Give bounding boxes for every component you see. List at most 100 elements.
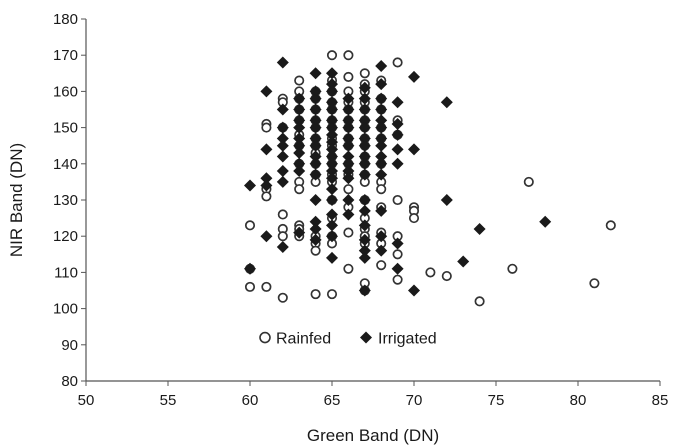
point-irrigated xyxy=(408,284,420,297)
point-rainfed xyxy=(474,296,485,307)
y-axis-ticks: 80 90 100 110 120 130 140 150 160 170 180 xyxy=(53,11,86,390)
point-irrigated xyxy=(309,132,322,145)
legend-marker-irrigated xyxy=(360,331,372,344)
point-irrigated xyxy=(326,172,338,185)
point-irrigated xyxy=(326,136,338,149)
point-irrigated xyxy=(293,92,306,105)
legend-label-irrigated: Irrigated xyxy=(378,331,437,348)
y-tick-label: 100 xyxy=(53,301,78,318)
data-points xyxy=(244,50,616,307)
point-irrigated xyxy=(326,194,338,206)
point-irrigated xyxy=(309,67,322,80)
point-irrigated xyxy=(326,150,338,163)
axes xyxy=(85,19,660,382)
point-rainfed xyxy=(343,184,354,195)
point-irrigated xyxy=(326,67,338,80)
point-irrigated xyxy=(375,168,388,181)
point-irrigated xyxy=(276,165,289,178)
x-tick-label: 70 xyxy=(406,392,423,409)
point-irrigated xyxy=(309,114,322,127)
point-rainfed xyxy=(523,176,534,187)
x-axis-title: Green Band (DN) xyxy=(307,426,439,445)
legend-marker-rainfed xyxy=(259,331,271,344)
point-irrigated xyxy=(293,103,306,116)
point-irrigated xyxy=(326,219,338,232)
point-rainfed xyxy=(359,68,370,79)
point-irrigated xyxy=(358,139,371,152)
point-irrigated xyxy=(309,233,322,246)
point-irrigated xyxy=(309,215,322,228)
point-irrigated xyxy=(391,237,404,250)
point-irrigated xyxy=(309,194,322,206)
point-rainfed xyxy=(310,289,321,300)
point-irrigated xyxy=(309,121,322,134)
point-irrigated xyxy=(326,208,338,221)
point-irrigated xyxy=(342,157,355,170)
point-irrigated xyxy=(358,157,371,170)
point-irrigated xyxy=(260,143,273,156)
point-irrigated xyxy=(342,92,355,105)
point-irrigated xyxy=(276,139,289,152)
series-rainfed xyxy=(244,50,616,307)
series-irrigated xyxy=(244,56,552,297)
point-irrigated xyxy=(375,78,388,91)
point-rainfed xyxy=(343,227,354,238)
point-irrigated xyxy=(342,208,355,221)
point-rainfed xyxy=(392,194,403,206)
point-irrigated xyxy=(375,132,388,145)
point-rainfed xyxy=(343,71,354,82)
point-irrigated xyxy=(342,150,355,163)
point-irrigated xyxy=(276,241,289,254)
point-irrigated xyxy=(440,194,453,206)
point-irrigated xyxy=(260,179,273,192)
point-irrigated xyxy=(326,114,338,127)
point-rainfed xyxy=(425,267,436,278)
point-irrigated xyxy=(293,146,306,159)
point-irrigated xyxy=(276,150,289,163)
point-irrigated xyxy=(375,114,388,127)
point-rainfed xyxy=(294,75,305,86)
x-axis-ticks: 50 55 60 65 70 75 80 85 xyxy=(78,381,668,409)
point-irrigated xyxy=(342,165,355,178)
y-tick-label: 180 xyxy=(53,11,78,28)
point-irrigated xyxy=(326,251,338,264)
point-irrigated xyxy=(326,165,338,178)
point-irrigated xyxy=(375,150,388,163)
point-irrigated xyxy=(309,139,322,152)
point-irrigated xyxy=(358,150,371,163)
point-irrigated xyxy=(309,157,322,170)
point-irrigated xyxy=(244,179,256,192)
point-irrigated xyxy=(260,85,273,98)
point-irrigated xyxy=(293,132,306,145)
y-tick-label: 120 xyxy=(53,228,78,245)
point-irrigated xyxy=(309,103,322,116)
point-irrigated xyxy=(326,183,338,196)
point-irrigated xyxy=(358,121,371,134)
point-rainfed xyxy=(277,209,288,220)
point-rainfed xyxy=(244,220,256,231)
point-irrigated xyxy=(375,204,388,217)
point-irrigated xyxy=(375,121,388,134)
y-tick-label: 150 xyxy=(53,120,78,137)
point-irrigated xyxy=(375,103,388,116)
point-irrigated xyxy=(276,103,289,116)
point-irrigated xyxy=(309,222,322,235)
y-tick-label: 170 xyxy=(53,47,78,64)
point-irrigated xyxy=(293,114,306,127)
y-tick-label: 80 xyxy=(61,373,78,390)
point-irrigated xyxy=(408,70,420,83)
point-irrigated xyxy=(457,255,470,268)
point-irrigated xyxy=(358,103,371,116)
point-rainfed xyxy=(507,263,518,274)
point-irrigated xyxy=(358,204,371,217)
point-rainfed xyxy=(326,289,338,300)
point-irrigated xyxy=(539,215,552,228)
point-irrigated xyxy=(358,168,371,181)
point-irrigated xyxy=(293,139,306,152)
point-irrigated xyxy=(293,165,306,178)
point-irrigated xyxy=(326,157,338,170)
point-irrigated xyxy=(309,168,322,181)
point-irrigated xyxy=(375,139,388,152)
x-tick-label: 65 xyxy=(324,392,341,409)
